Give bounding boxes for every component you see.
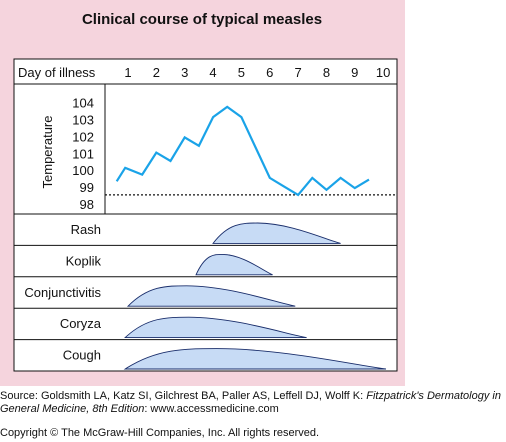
- temperature-series-line: [115, 105, 370, 197]
- x-tick-label: 2: [153, 65, 160, 80]
- source-suffix: : www.accessmedicine.com: [144, 403, 279, 415]
- y-tick-label: 104: [72, 96, 94, 111]
- symptom-duration-curve: [126, 285, 296, 307]
- x-tick-label: 6: [266, 65, 273, 80]
- x-tick-label: 5: [238, 65, 245, 80]
- symptom-duration-curve: [123, 348, 387, 370]
- symptom-label: Cough: [63, 348, 101, 363]
- x-tick-labels: 1 2 3 4 5 6 7 8 9 10: [124, 65, 390, 80]
- y-tick-label: 99: [80, 180, 94, 195]
- x-tick-label: 8: [323, 65, 330, 80]
- symptom-duration-curve: [195, 253, 273, 276]
- x-tick-label: 7: [294, 65, 301, 80]
- x-tick-label: 3: [181, 65, 188, 80]
- x-tick-label: 4: [209, 65, 216, 80]
- chart-title: Clinical course of typical measles: [82, 11, 322, 28]
- measles-chart: Clinical course of typical measles Day o…: [13, 11, 398, 372]
- source-citation: Source: Goldsmith LA, Katz SI, Gilchrest…: [0, 390, 506, 416]
- symptom-duration-curve: [212, 222, 341, 244]
- symptom-duration-curve: [124, 316, 307, 339]
- y-tick-label: 102: [72, 129, 94, 144]
- symptom-label: Koplik: [66, 253, 102, 268]
- symptom-rows: Rash Koplik Conjunctivitis Coryza Cough: [14, 213, 397, 370]
- y-tick-label: 100: [72, 163, 94, 178]
- x-tick-label: 9: [351, 65, 358, 80]
- y-tick-label: 98: [80, 197, 94, 212]
- y-tick-label: 101: [72, 146, 94, 161]
- x-tick-label: 10: [376, 65, 390, 80]
- x-axis-title: Day of illness: [18, 65, 96, 80]
- symptom-label: Coryza: [60, 316, 102, 331]
- source-book: Fitzpatrick's Dermatology in General Med…: [0, 390, 501, 415]
- symptom-label: Conjunctivitis: [24, 285, 101, 300]
- x-tick-label: 1: [124, 65, 131, 80]
- figure-panel: Clinical course of typical measles Day o…: [0, 0, 405, 386]
- y-axis-title: Temperature: [40, 116, 55, 189]
- y-tick-label: 103: [72, 112, 94, 127]
- source-prefix: Source: Goldsmith LA, Katz SI, Gilchrest…: [0, 390, 364, 402]
- copyright-notice: Copyright © The McGraw-Hill Companies, I…: [0, 427, 320, 439]
- symptom-label: Rash: [71, 222, 101, 237]
